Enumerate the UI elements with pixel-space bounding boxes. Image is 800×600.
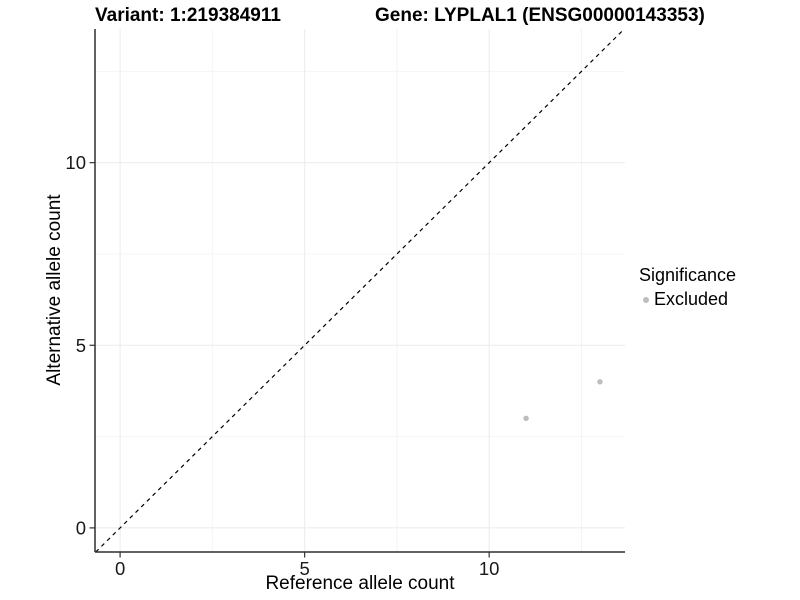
legend: Significance Excluded bbox=[639, 265, 736, 310]
legend-title: Significance bbox=[639, 265, 737, 285]
legend-entry-label: Excluded bbox=[654, 289, 729, 309]
x-axis-title: Reference allele count bbox=[265, 573, 455, 594]
plot-title-variant: Variant: 1:219384911 bbox=[95, 5, 281, 26]
data-point bbox=[597, 379, 603, 385]
y-tick-label: 0 bbox=[76, 517, 86, 538]
y-tick-label: 5 bbox=[76, 335, 86, 356]
legend-point-icon bbox=[643, 296, 649, 303]
plot-title-gene: Gene: LYPLAL1 (ENSG00000143353) bbox=[375, 5, 705, 26]
x-tick-label: 10 bbox=[479, 558, 500, 579]
y-tick-label: 10 bbox=[65, 152, 86, 173]
x-tick-label: 0 bbox=[115, 558, 125, 579]
x-tick-label: 5 bbox=[299, 558, 309, 579]
data-point bbox=[523, 415, 529, 422]
y-axis-title: Alternative allele count bbox=[44, 194, 65, 386]
identity-line bbox=[95, 28, 625, 553]
legend-entry-excluded: Excluded bbox=[639, 289, 736, 310]
